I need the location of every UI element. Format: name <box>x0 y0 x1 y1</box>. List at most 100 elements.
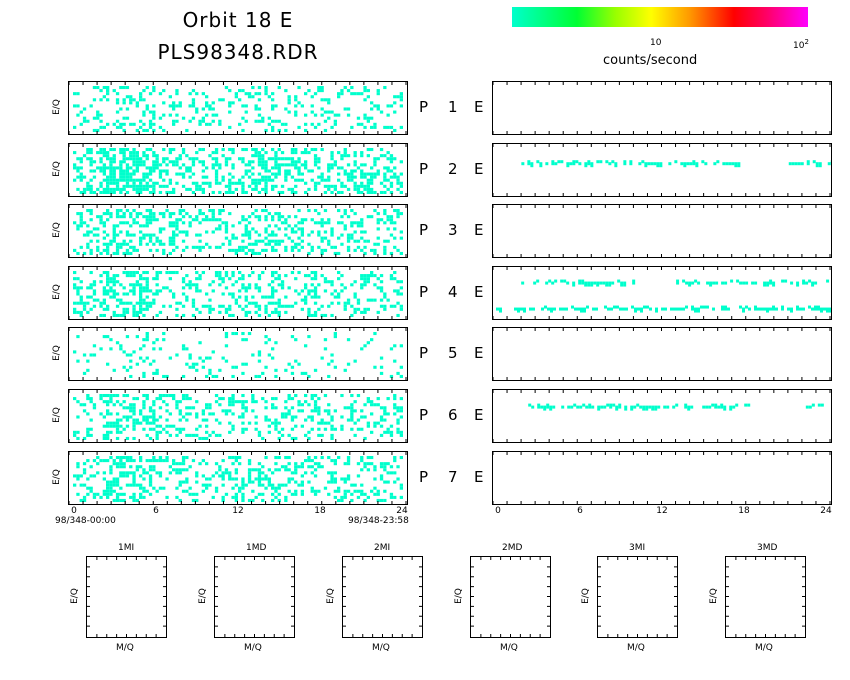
heatmap-cell <box>317 221 321 225</box>
heatmap-cell <box>132 169 136 173</box>
heatmap-cell <box>257 289 262 293</box>
heatmap-cell <box>102 459 106 463</box>
heatmap-cell <box>241 403 245 407</box>
heatmap-cell <box>145 289 149 293</box>
heatmap-cell <box>109 295 113 299</box>
heatmap-cell <box>168 242 172 246</box>
heatmap-cell <box>175 172 179 176</box>
heatmap-cell <box>247 462 252 466</box>
heatmap-cell <box>152 412 156 416</box>
heatmap-cell <box>191 190 196 194</box>
heatmap-cell <box>238 221 242 225</box>
heatmap-cell <box>231 236 235 240</box>
heatmap-cell <box>82 436 87 440</box>
heatmap-cell <box>791 162 795 166</box>
heatmap-cell <box>323 313 328 317</box>
heatmap-cell <box>277 86 281 90</box>
panel-label-n: 2 <box>448 160 458 178</box>
heatmap-cell <box>214 486 219 490</box>
heatmap-cell <box>188 175 192 179</box>
heatmap-cell <box>112 421 116 425</box>
heatmap-cell <box>119 459 123 463</box>
heatmap-cell <box>109 347 113 351</box>
heatmap-cell <box>343 406 347 410</box>
heatmap-cell <box>277 313 281 317</box>
heatmap-cell <box>132 181 136 185</box>
heatmap-cell <box>383 154 387 158</box>
heatmap-cell <box>109 169 113 173</box>
heatmap-cell <box>320 224 324 228</box>
heatmap-cell <box>92 160 97 164</box>
heatmap-cell <box>125 335 130 339</box>
heatmap-cell <box>132 221 136 225</box>
heatmap-cell <box>208 483 212 487</box>
heatmap-cell <box>73 271 77 275</box>
heatmap-cell <box>135 212 139 216</box>
heatmap-cell <box>135 160 139 164</box>
heatmap-cell <box>353 92 357 96</box>
heatmap-cell <box>297 125 301 129</box>
heatmap-cell <box>360 122 364 126</box>
heatmap-cell <box>247 286 252 290</box>
heatmap-cell <box>796 281 800 287</box>
heatmap-cell <box>333 251 337 255</box>
heatmap-cell <box>109 178 113 182</box>
heatmap-cell <box>340 283 344 287</box>
heatmap-cell <box>241 187 245 191</box>
heatmap-cell <box>287 489 291 493</box>
heatmap-cell <box>346 456 351 460</box>
heatmap-cell <box>350 233 354 237</box>
heatmap-cell <box>353 160 357 164</box>
heatmap-cell <box>102 148 106 152</box>
heatmap-cell <box>257 480 262 484</box>
heatmap-cell <box>211 107 215 111</box>
heatmap-cell <box>280 283 285 287</box>
heatmap-cell <box>812 160 816 164</box>
heatmap-cell <box>228 125 232 129</box>
heatmap-cell <box>284 495 288 499</box>
heatmap-cell <box>257 215 262 219</box>
heatmap-cell <box>274 166 278 170</box>
heatmap-cell <box>267 468 271 472</box>
heatmap-cell <box>287 224 291 228</box>
heatmap-cell <box>611 160 615 164</box>
heatmap-cell <box>769 307 772 311</box>
heatmap-cell <box>148 212 153 216</box>
heatmap-cell <box>201 409 205 413</box>
heatmap-cell <box>129 154 133 158</box>
heatmap-cell <box>102 187 106 191</box>
heatmap-cell <box>251 95 255 99</box>
heatmap-cell <box>224 271 229 275</box>
heatmap-cell <box>152 459 156 463</box>
heatmap-cell <box>125 483 130 487</box>
heatmap-cell <box>722 162 726 166</box>
heatmap-cell <box>129 289 133 293</box>
heatmap-cell <box>198 233 202 237</box>
heatmap-cell <box>254 119 258 123</box>
heatmap-cell <box>313 310 318 314</box>
heatmap-cell <box>148 166 153 170</box>
heatmap-cell <box>195 498 199 502</box>
heatmap-cell <box>360 456 364 460</box>
heatmap-cell <box>287 462 291 466</box>
heatmap-cell <box>155 289 159 293</box>
heatmap-cell <box>198 289 202 293</box>
heatmap-cell <box>363 172 367 176</box>
heatmap-cell <box>175 92 179 96</box>
heatmap-cell <box>353 154 357 158</box>
heatmap-cell <box>76 227 80 231</box>
heatmap-cell <box>241 184 245 188</box>
heatmap-cell <box>554 162 558 166</box>
mass-panel-ylabel: E/Q <box>197 588 208 604</box>
heatmap-cell <box>195 480 199 484</box>
heatmap-cell <box>280 184 285 188</box>
heatmap-cell <box>148 248 153 252</box>
heatmap-cell <box>152 163 156 167</box>
heatmap-cell <box>73 163 77 167</box>
heatmap-cell <box>313 209 318 213</box>
heatmap-cell <box>135 157 139 161</box>
heatmap-cell <box>313 154 318 158</box>
mass-panel-2md <box>470 556 551 638</box>
heatmap-cell <box>267 239 271 243</box>
heatmap-cell <box>350 175 354 179</box>
